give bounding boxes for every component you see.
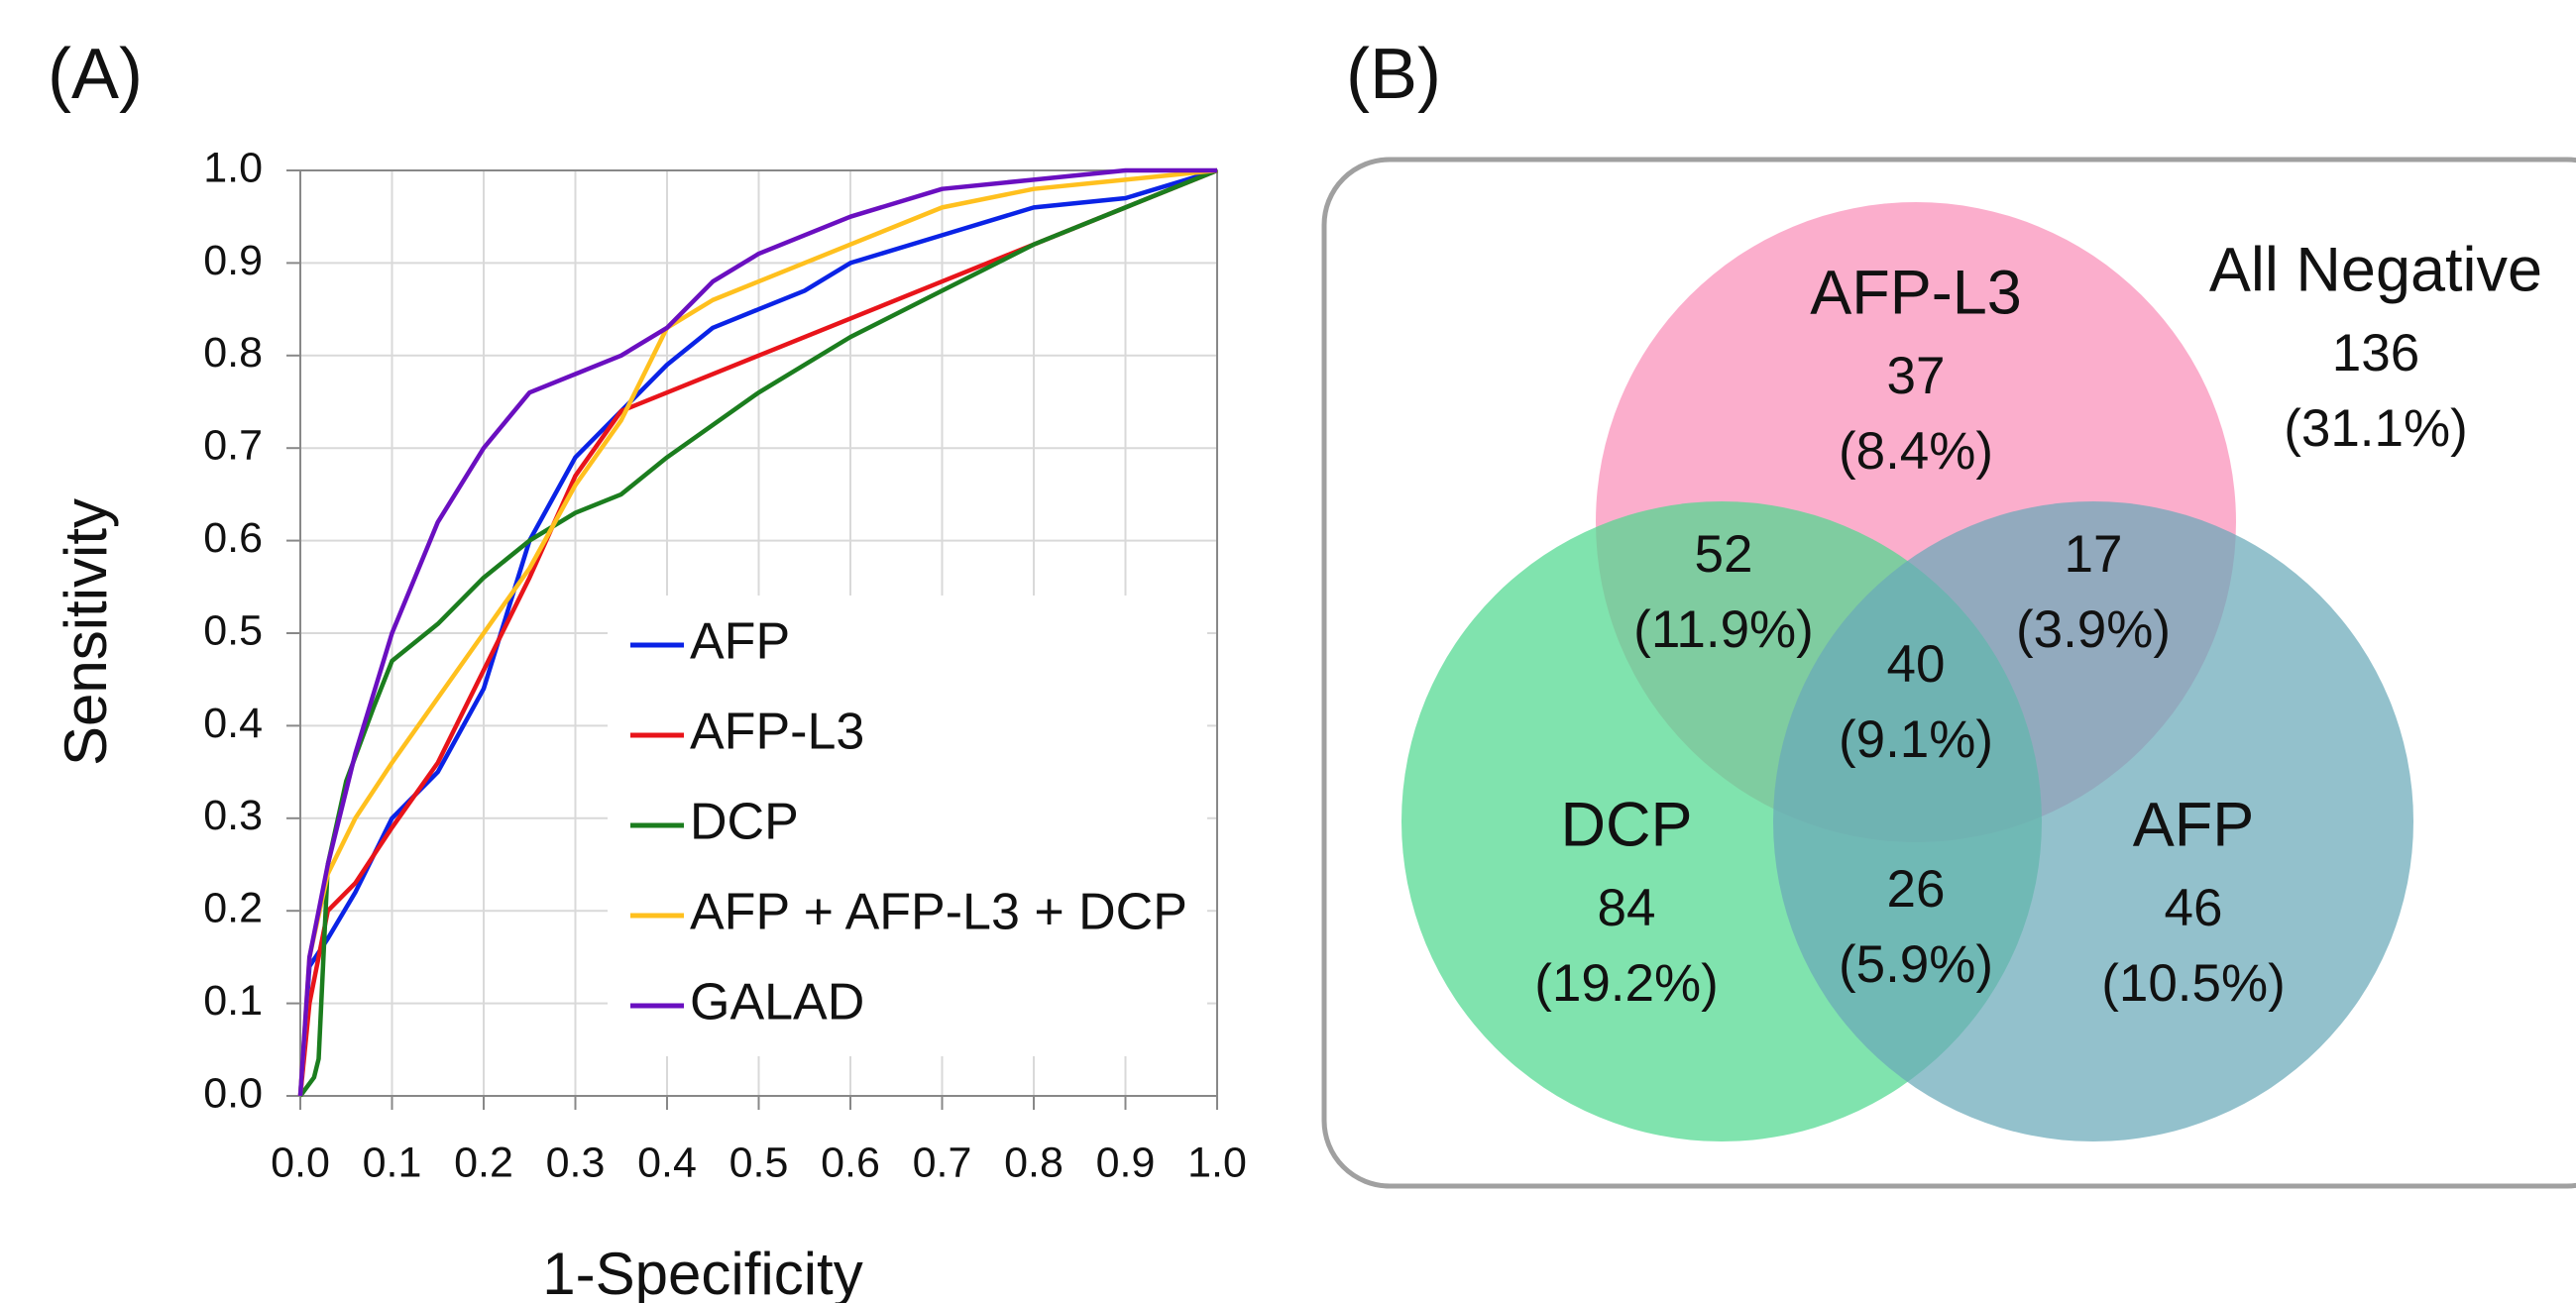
panel-label: (A): [48, 35, 143, 114]
roc-line: [297, 167, 1218, 1097]
region-percent: (11.9%): [1633, 600, 1814, 659]
outside-label: All Negative: [2209, 236, 2542, 305]
region-percent: (10.5%): [2101, 954, 2286, 1013]
region-count: 52: [1695, 525, 1753, 584]
x-tick-label: 0.9: [1096, 1139, 1156, 1186]
region-count: 26: [1887, 860, 1946, 919]
x-tick-label: 0.6: [821, 1139, 880, 1186]
y-tick-label: 0.8: [203, 329, 263, 377]
region-percent: (9.1%): [1839, 710, 1993, 769]
set-label: AFP: [2133, 791, 2255, 860]
x-tick-label: 0.5: [729, 1139, 789, 1186]
region-count: 84: [1598, 879, 1656, 937]
x-tick-label: 0.7: [913, 1139, 972, 1186]
plot-frame: [299, 169, 1218, 1097]
y-tick-label: 0.6: [203, 514, 263, 562]
set-label: DCP: [1560, 791, 1692, 860]
y-tick-label: 0.2: [203, 885, 263, 932]
region-count: 40: [1887, 635, 1946, 694]
region-count: 37: [1887, 347, 1946, 405]
legend-label: AFP: [690, 613, 790, 671]
outside-count: 136: [2332, 324, 2419, 382]
y-axis-label: Sensitivity: [53, 498, 119, 766]
y-tick-label: 0.4: [203, 700, 263, 747]
legend-label: GALAD: [690, 974, 864, 1032]
region-percent: (3.9%): [2016, 600, 2171, 659]
outside-percent: (31.1%): [2284, 399, 2468, 458]
y-tick-label: 0.1: [203, 977, 263, 1025]
y-tick-label: 0.3: [203, 792, 263, 839]
y-tick-label: 0.5: [203, 606, 263, 654]
x-tick-label: 0.1: [363, 1139, 422, 1186]
x-tick-label: 0.2: [454, 1139, 513, 1186]
x-tick-label: 0.8: [1004, 1139, 1064, 1186]
region-count: 46: [2165, 879, 2223, 937]
venn-frame: [1321, 157, 2576, 1189]
region-count: 17: [2065, 525, 2123, 584]
set-label: AFP-L3: [1810, 259, 2022, 328]
x-tick-label: 0.3: [546, 1139, 606, 1186]
x-tick-label: 0.0: [271, 1139, 330, 1186]
legend-label: DCP: [690, 794, 799, 851]
roc-line: [297, 167, 1218, 1097]
legend-box: [608, 596, 1207, 1056]
x-axis-label: 1-Specificity: [542, 1241, 862, 1303]
venn-set: [1773, 501, 2413, 1141]
region-percent: (5.9%): [1839, 935, 1993, 994]
legend-label: AFP + AFP-L3 + DCP: [690, 884, 1187, 941]
y-tick-label: 0.0: [203, 1069, 263, 1117]
panel-label: (B): [1346, 35, 1441, 114]
x-tick-label: 0.4: [637, 1139, 697, 1186]
roc-line: [297, 167, 1217, 1097]
y-tick-label: 0.9: [203, 237, 263, 284]
y-tick-label: 0.7: [203, 422, 263, 470]
x-tick-label: 1.0: [1187, 1139, 1247, 1186]
region-percent: (19.2%): [1534, 954, 1719, 1013]
legend-label: AFP-L3: [690, 704, 864, 761]
region-percent: (8.4%): [1839, 422, 1993, 481]
y-tick-label: 1.0: [203, 144, 263, 191]
